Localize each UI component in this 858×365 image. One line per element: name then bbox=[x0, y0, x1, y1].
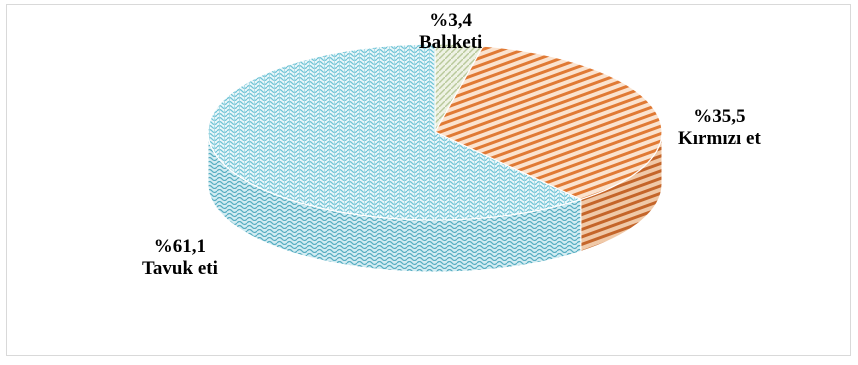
slice-category-fish: Balıketi bbox=[419, 32, 483, 53]
pie-tops bbox=[207, 43, 663, 221]
slice-label-red-meat: %35,5 Kırmızı et bbox=[678, 106, 761, 150]
slice-value-fish: %3,4 bbox=[429, 10, 473, 31]
slice-category-red-meat: Kırmızı et bbox=[678, 128, 761, 149]
slice-value-red-meat: %35,5 bbox=[693, 106, 746, 127]
pie-chart bbox=[207, 43, 663, 273]
pie-slice-chicken bbox=[207, 43, 583, 221]
slice-category-chicken: Tavuk eti bbox=[142, 258, 218, 279]
slice-label-fish: %3,4 Balıketi bbox=[419, 10, 482, 54]
chart-frame: %3,4 Balıketi %35,5 Kırmızı et %61,1 Tav… bbox=[6, 4, 851, 356]
slice-value-chicken: %61,1 bbox=[153, 236, 207, 257]
pie-slice-red-meat bbox=[434, 45, 663, 201]
slice-label-chicken: %61,1 Tavuk eti bbox=[142, 236, 218, 280]
